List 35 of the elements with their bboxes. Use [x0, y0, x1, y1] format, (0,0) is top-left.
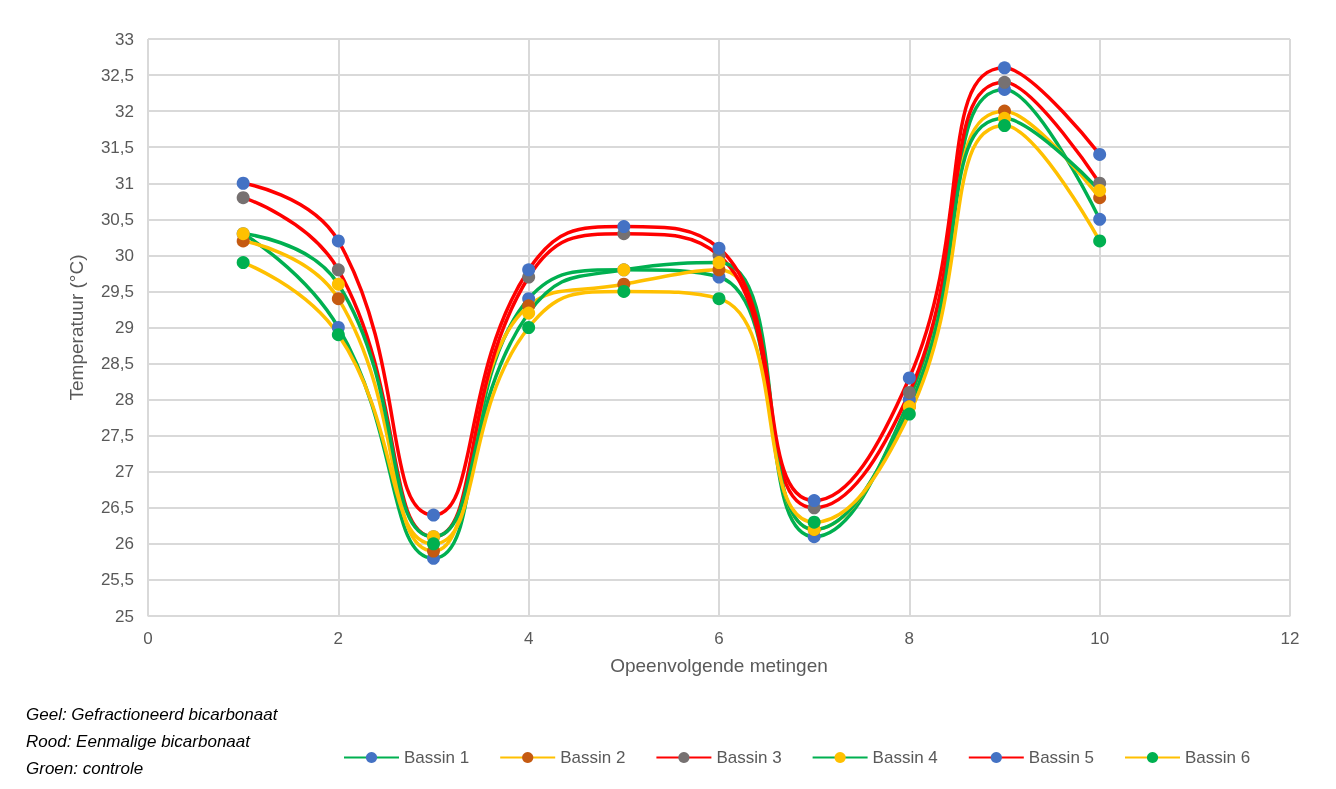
y-tick-label: 25,5 [100, 570, 134, 590]
y-tick-label: 29 [115, 318, 134, 337]
y-tick-label: 28,5 [100, 354, 134, 374]
text: Rood: Eenmalige bicarbonaat [26, 732, 252, 751]
y-tick-label: 27 [115, 462, 134, 482]
y-tick-label: 30,5 [100, 209, 134, 229]
legend-label: Bassin 3 [716, 748, 782, 767]
x-tick-label: 0 [143, 629, 153, 648]
x-tick-label: 6 [714, 629, 724, 648]
y-tick-label: 28 [115, 390, 134, 410]
legend-label: Bassin 4 [872, 748, 938, 767]
x-tick-label: 2 [333, 629, 344, 648]
y-tick-label: 33 [115, 29, 134, 49]
text: Geel: Gefractioneerd bicarbonaat [26, 705, 279, 724]
y-tick-label: 31,5 [100, 137, 134, 157]
y-axis-title: Temperatuur (°C) [66, 254, 87, 401]
legend-label: Bassin 1 [404, 748, 470, 767]
y-tick-label: 26 [115, 534, 134, 554]
y-tick-label: 27,5 [100, 426, 134, 446]
y-tick-label: 32 [115, 101, 134, 121]
y-tick-label: 29,5 [100, 281, 134, 301]
x-axis-title: Opeenvolgende metingen [610, 655, 828, 676]
legend-label: Bassin 2 [560, 748, 626, 767]
y-tick-label: 25 [115, 606, 134, 626]
y-tick-label: 30 [115, 245, 134, 265]
y-tick-label: 31 [115, 173, 134, 193]
x-tick-label: 4 [523, 629, 534, 648]
x-tick-label: 12 [1280, 629, 1300, 648]
x-tick-label: 8 [904, 629, 915, 648]
legend-label: Bassin 5 [1028, 748, 1095, 767]
x-tick-label: 10 [1090, 629, 1110, 648]
text: Groen: controle [26, 759, 144, 778]
legend-label: Bassin 6 [1185, 748, 1251, 767]
y-tick-label: 32,5 [100, 65, 134, 85]
y-tick-label: 26,5 [100, 498, 134, 518]
